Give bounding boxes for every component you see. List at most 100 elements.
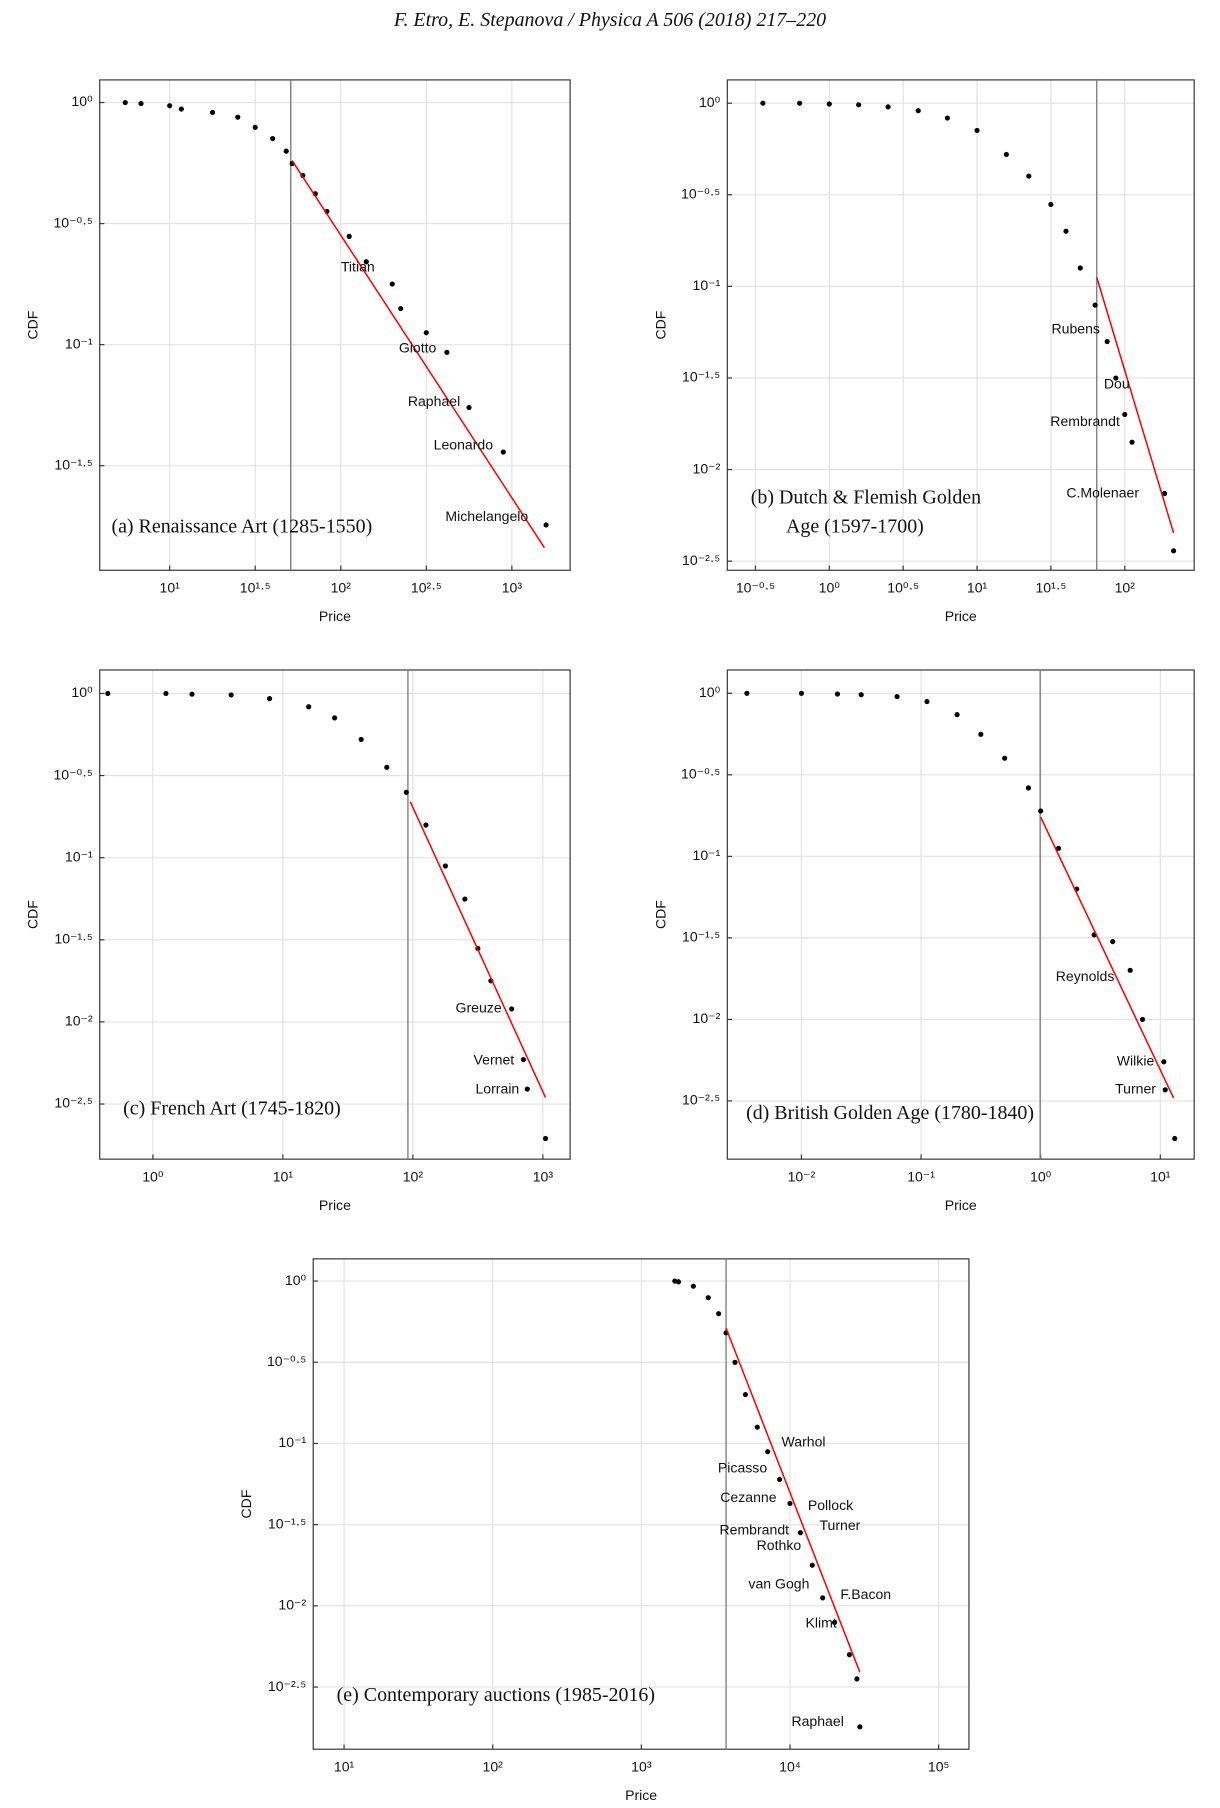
x-tick-label: 10⁻¹	[907, 1169, 935, 1185]
panel-title: (c) French Art (1745-1820)	[123, 1097, 341, 1119]
annotation: Wilkie	[1117, 1052, 1155, 1068]
data-point	[1161, 1059, 1167, 1065]
y-tick-label: 10⁻¹·⁵	[54, 456, 92, 472]
data-point	[858, 692, 864, 698]
x-tick-label: 10⁰	[142, 1169, 164, 1185]
annotation: Pollock	[808, 1497, 854, 1513]
annotation: Rembrandt	[719, 1522, 789, 1538]
data-point	[846, 1652, 853, 1658]
annotation: Klimt	[806, 1614, 837, 1630]
data-point	[854, 1676, 860, 1682]
data-point	[346, 233, 352, 239]
data-point	[1127, 967, 1133, 973]
data-point	[178, 106, 184, 112]
data-point	[228, 692, 234, 698]
annotation: Cezanne	[720, 1489, 776, 1505]
panel-title: (a) Renaissance Art (1285-1550)	[111, 516, 372, 538]
annotation: van Gogh	[748, 1576, 809, 1592]
x-tick-label: 10¹	[967, 580, 988, 596]
annotation: Reynolds	[1056, 968, 1115, 984]
y-tick-label: 10⁻⁰·⁵	[681, 766, 720, 782]
data-point	[332, 715, 338, 721]
x-tick-label: 10¹	[160, 580, 181, 596]
data-point	[826, 101, 832, 107]
data-point	[384, 764, 390, 770]
annotation: Leonardo	[434, 437, 494, 453]
y-axis-label: CDF	[238, 1489, 254, 1518]
y-tick-label: 10⁻⁰·⁵	[681, 186, 720, 202]
y-tick-label: 10⁻⁰·⁵	[267, 1353, 306, 1369]
data-point	[1055, 845, 1062, 851]
data-point	[167, 103, 173, 109]
fit-line	[291, 160, 546, 549]
data-point	[1129, 439, 1135, 445]
x-tick-label: 10⁰·⁵	[887, 580, 919, 596]
annotation: Rembrandt	[1050, 413, 1120, 429]
data-point	[1113, 375, 1119, 381]
data-point	[732, 1359, 738, 1365]
x-tick-label: 10¹	[334, 1759, 355, 1775]
x-tick-label: 10⁵	[928, 1759, 949, 1775]
y-tick-label: 10⁻¹·⁵	[54, 931, 92, 947]
data-point	[543, 522, 549, 528]
annotation: F.Bacon	[840, 1586, 891, 1602]
data-point	[894, 693, 900, 700]
y-tick-label: 10⁻¹·⁵	[268, 1515, 306, 1531]
panel-title: (b) Dutch & Flemish Golden	[751, 486, 981, 508]
data-point	[857, 1724, 863, 1730]
y-tick-label: 10⁻⁰·⁵	[53, 214, 92, 230]
plot-frame	[726, 79, 1195, 571]
data-point	[760, 100, 766, 106]
annotation: Rubens	[1051, 320, 1099, 336]
data-point	[1122, 411, 1128, 417]
data-point	[209, 109, 216, 116]
data-point	[831, 1619, 838, 1626]
plot-frame	[312, 1258, 970, 1750]
data-point	[690, 1283, 696, 1289]
annotation: Vernet	[474, 1051, 515, 1067]
data-point	[797, 1530, 803, 1536]
annotation: Raphael	[408, 393, 460, 409]
x-tick-label: 10⁻²	[788, 1169, 816, 1185]
data-point	[742, 1391, 748, 1398]
data-point	[189, 691, 195, 697]
y-axis-label: CDF	[652, 310, 668, 339]
panel-title: (e) Contemporary auctions (1985-2016)	[337, 1684, 655, 1706]
y-tick-label: 10⁻¹	[65, 848, 93, 864]
data-point	[978, 731, 984, 737]
y-tick-label: 10⁻²	[693, 1010, 721, 1026]
x-tick-label: 10⁰	[819, 580, 841, 596]
data-point	[1077, 265, 1083, 271]
data-point	[820, 1595, 826, 1601]
y-tick-label: 10⁻²·⁵	[268, 1678, 306, 1694]
data-point	[856, 102, 862, 108]
data-point	[444, 349, 450, 355]
x-tick-label: 10⁻⁰·⁵	[736, 580, 775, 596]
data-point	[138, 101, 144, 107]
annotation: Michelangelo	[445, 508, 528, 524]
data-point	[1110, 939, 1116, 945]
fit-line	[1039, 816, 1175, 1099]
data-point	[954, 712, 960, 718]
panel-title: Age (1597-1700)	[786, 516, 924, 538]
data-point	[1162, 490, 1168, 497]
y-tick-label: 10⁰	[71, 684, 93, 700]
y-tick-label: 10⁰	[699, 684, 721, 700]
annotation: Turner	[1115, 1081, 1156, 1097]
page-header: F. Etro, E. Stepanova / Physica A 506 (2…	[393, 9, 826, 31]
x-axis-label: Price	[625, 1787, 657, 1803]
data-point	[398, 305, 404, 312]
x-tick-label: 10²	[483, 1759, 504, 1775]
x-tick-label: 10¹·⁵	[240, 580, 271, 596]
data-point	[122, 99, 128, 106]
data-point	[520, 1056, 526, 1063]
annotation: Picasso	[718, 1460, 767, 1476]
annotation: Greuze	[456, 1000, 502, 1016]
data-point	[270, 135, 276, 142]
data-point	[1003, 151, 1009, 158]
data-point	[1139, 1016, 1146, 1022]
y-tick-label: 10⁻¹	[693, 277, 721, 293]
data-point	[885, 104, 891, 110]
data-point	[500, 449, 506, 455]
